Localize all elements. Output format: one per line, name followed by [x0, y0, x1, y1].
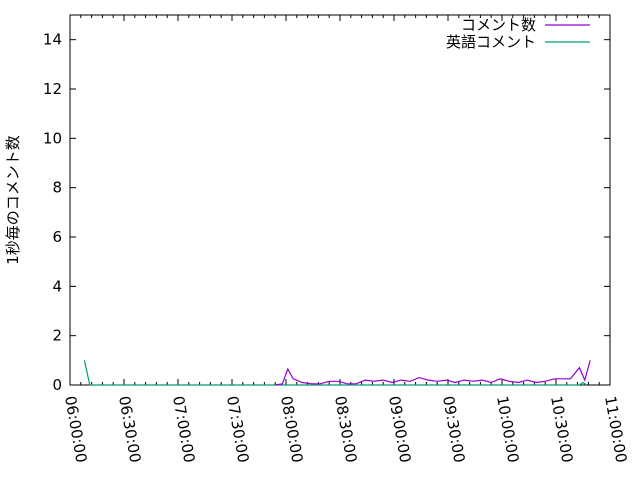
- y-axis-label: 1秒毎のコメント数: [4, 135, 22, 265]
- x-tick-label: 10:00:00: [493, 395, 522, 464]
- y-tick-label: 12: [43, 80, 62, 98]
- y-tick-label: 6: [52, 228, 62, 246]
- x-tick-label: 07:00:00: [169, 395, 198, 464]
- x-tick-label: 10:30:00: [547, 395, 576, 464]
- x-tick-label: 06:00:00: [61, 395, 90, 464]
- legend-label-0: コメント数: [461, 16, 536, 34]
- x-tick-label: 06:30:00: [115, 395, 144, 464]
- x-tick-label: 09:30:00: [439, 395, 468, 464]
- x-tick-label: 07:30:00: [223, 395, 252, 464]
- y-tick-label: 2: [52, 327, 62, 345]
- y-tick-label: 14: [43, 31, 62, 49]
- x-tick-label: 08:00:00: [277, 395, 306, 464]
- legend-label-1: 英語コメント: [446, 33, 536, 51]
- series-line-0: [275, 360, 591, 386]
- y-tick-label: 10: [43, 129, 62, 147]
- y-tick-label: 0: [52, 376, 62, 394]
- y-tick-label: 8: [52, 179, 62, 197]
- x-tick-label: 09:00:00: [385, 395, 414, 464]
- legend: コメント数 英語コメント: [446, 16, 590, 51]
- x-tick-label: 11:00:00: [601, 395, 630, 464]
- plot-frame: [69, 14, 611, 386]
- series-line-1: [83, 360, 587, 386]
- y-tick-label: 4: [52, 277, 62, 295]
- x-tick-label: 08:30:00: [331, 395, 360, 464]
